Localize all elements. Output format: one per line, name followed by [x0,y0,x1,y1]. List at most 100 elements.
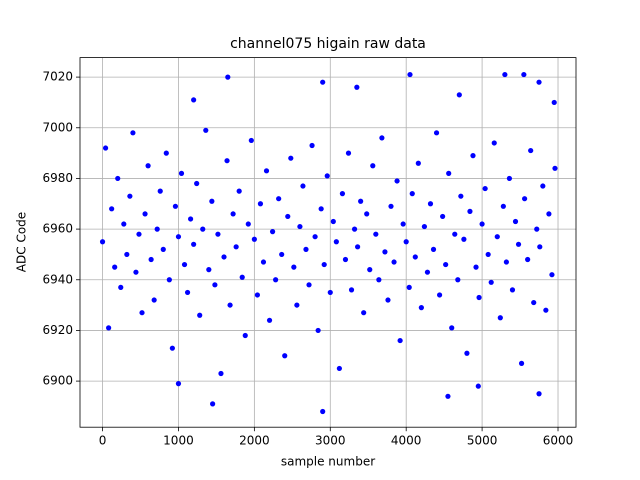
point [424,269,431,275]
point [355,244,361,250]
point [421,223,428,230]
point [197,312,203,318]
point [163,150,169,156]
point [412,254,418,260]
point [536,391,542,397]
point [361,310,367,316]
y-tick-label: 6940 [42,272,73,286]
point [415,160,421,166]
point [294,302,300,308]
y-tick-label: 6980 [42,171,73,185]
point [406,284,412,290]
point [227,302,233,308]
point [339,191,346,197]
point [282,353,288,359]
point [518,360,525,366]
point [210,401,216,407]
point [482,185,488,192]
point [233,244,239,250]
x-tick-label: 6000 [543,434,574,448]
point [528,147,534,154]
point [333,239,339,245]
x-axis-label: sample number [281,455,375,469]
point [440,213,446,220]
point [456,92,462,98]
point [188,216,194,222]
point [215,231,221,237]
point [212,282,218,288]
x-tick-label: 0 [99,434,107,448]
point [348,287,355,293]
point [263,168,270,174]
point [531,299,537,306]
point [276,196,282,202]
point [118,284,124,290]
point [109,206,115,212]
point [546,211,552,217]
point [452,231,458,237]
point [543,307,549,313]
point [455,277,461,283]
point [485,251,491,258]
point [551,99,557,106]
point [99,239,106,245]
point [157,188,163,194]
point [330,218,336,225]
point [160,246,166,252]
point [239,274,245,280]
y-tick-label: 6920 [42,323,73,337]
point [194,180,200,187]
point [467,208,473,214]
point [506,175,513,182]
point [494,234,500,240]
point [458,193,464,199]
point [320,408,326,415]
point [285,213,291,220]
point [139,310,145,316]
point [345,150,352,156]
point [502,71,508,78]
point [266,317,273,323]
point [318,206,324,212]
x-tick-label: 5000 [467,434,498,448]
point [218,370,224,377]
point [206,267,212,273]
x-tick-label: 2000 [239,434,270,448]
point [391,259,397,265]
point [394,178,400,184]
point [388,203,394,209]
point [169,345,175,351]
point [488,279,494,285]
point [203,127,209,133]
point [536,79,542,85]
point [133,269,139,275]
point [181,261,188,268]
point [445,393,451,399]
point [521,71,527,78]
point [251,236,257,242]
y-tick-label: 7020 [42,70,73,84]
point [403,239,409,245]
point [370,163,376,169]
point [491,140,497,146]
y-axis-label: ADC Code [15,212,29,272]
point [436,292,443,298]
point [443,261,449,268]
x-tick-label: 4000 [391,434,422,448]
chart-title: channel075 higain raw data [230,36,426,52]
point [145,163,151,169]
point [446,170,452,176]
point [260,259,267,265]
point [537,244,543,250]
point [336,365,342,372]
point [273,277,279,283]
point [175,234,182,240]
point [154,226,160,232]
point [407,71,413,78]
plot-frame [79,57,577,428]
point [257,201,264,207]
point [236,188,242,194]
point [327,289,333,296]
